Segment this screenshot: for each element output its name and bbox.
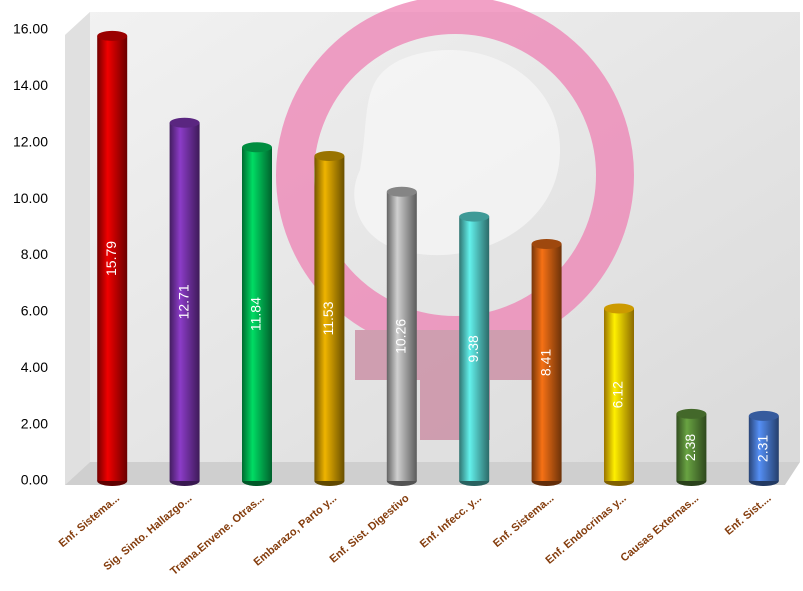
value-label: 12.71 <box>175 284 191 319</box>
bar-top <box>604 303 634 314</box>
y-tick-label: 12.00 <box>13 133 48 149</box>
x-tick-label: Enf. Sistema... <box>57 492 122 550</box>
bar <box>676 413 707 481</box>
x-tick-label: Embarazo, Parto y... <box>252 492 340 568</box>
y-tick-label: 2.00 <box>21 415 48 431</box>
y-tick-label: 14.00 <box>13 77 48 93</box>
bar <box>604 308 634 481</box>
bar-top <box>459 211 490 222</box>
value-label: 6.12 <box>610 381 626 408</box>
emblem-bar <box>355 330 555 380</box>
bar <box>748 415 779 481</box>
side-wall <box>65 12 90 485</box>
x-tick-label: Enf. Sist.... <box>723 492 774 537</box>
bar-top <box>169 117 200 128</box>
bar <box>531 243 562 481</box>
bar <box>459 216 490 481</box>
y-tick-label: 0.00 <box>21 472 48 488</box>
bar-top <box>242 142 272 153</box>
bar <box>169 122 200 481</box>
x-tick-label: Causas Externas... <box>619 492 702 564</box>
bar-top <box>748 410 779 421</box>
value-label: 11.84 <box>248 297 264 331</box>
value-label: 2.31 <box>755 435 771 462</box>
x-tick-label: Enf. Sist. Digestivo <box>328 492 412 565</box>
bar-top <box>531 238 562 249</box>
y-tick-label: 10.00 <box>13 190 48 206</box>
value-label: 15.79 <box>103 241 119 276</box>
x-tick-label: Enf. Infecc. y... <box>418 492 484 550</box>
y-tick-label: 6.00 <box>21 303 48 319</box>
bar <box>314 155 345 482</box>
value-label: 10.26 <box>393 319 409 354</box>
value-label: 2.38 <box>682 434 698 461</box>
x-tick-label: Enf. Endocrinas y... <box>544 492 629 566</box>
bar <box>97 35 128 482</box>
bar-top <box>97 30 128 41</box>
y-tick-label: 16.00 <box>13 21 48 37</box>
value-label: 11.53 <box>320 301 336 335</box>
value-label: 8.41 <box>537 349 553 376</box>
bar-top <box>314 150 345 161</box>
bar-top <box>676 408 707 419</box>
value-label: 9.38 <box>465 335 481 362</box>
bar-top <box>386 186 417 197</box>
bar <box>386 191 417 481</box>
y-tick-label: 8.00 <box>21 246 48 262</box>
bar <box>242 147 272 481</box>
y-tick-label: 4.00 <box>21 359 48 375</box>
x-tick-label: Enf. Sistema... <box>491 492 556 550</box>
